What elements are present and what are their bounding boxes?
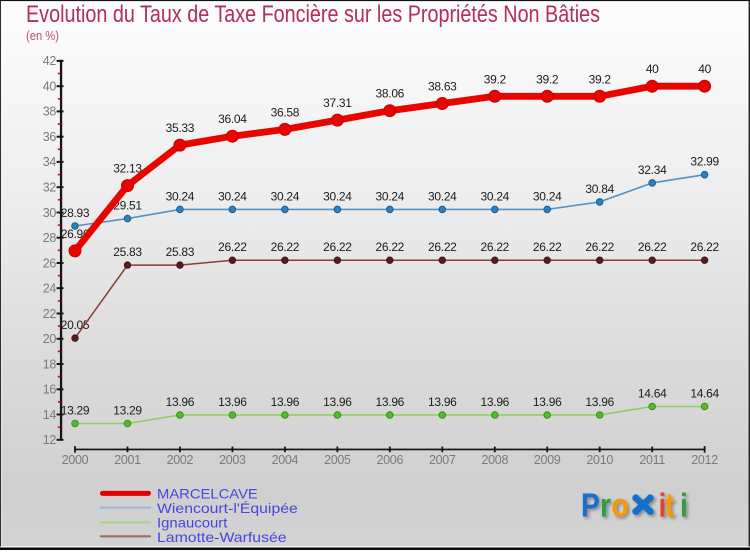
svg-text:36.04: 36.04 [218, 112, 247, 126]
svg-text:40: 40 [646, 62, 659, 76]
svg-text:30.24: 30.24 [271, 189, 300, 203]
svg-text:26.22: 26.22 [533, 240, 562, 254]
svg-text:i: i [680, 487, 688, 524]
svg-text:32: 32 [43, 181, 57, 195]
svg-text:30.24: 30.24 [533, 189, 562, 203]
svg-text:Evolution du Taux de Taxe Fonc: Evolution du Taux de Taxe Foncière sur l… [26, 1, 600, 28]
svg-text:2010: 2010 [586, 453, 613, 467]
svg-text:30.24: 30.24 [218, 189, 247, 203]
svg-text:25.83: 25.83 [166, 245, 195, 259]
svg-text:39.2: 39.2 [484, 72, 507, 86]
svg-text:16: 16 [43, 383, 57, 397]
svg-text:2011: 2011 [639, 453, 665, 467]
svg-text:r: r [600, 487, 611, 524]
svg-text:34: 34 [43, 155, 57, 169]
svg-text:22: 22 [43, 307, 57, 321]
svg-text:P: P [581, 487, 600, 524]
svg-text:14: 14 [43, 408, 57, 422]
svg-text:13.96: 13.96 [271, 395, 300, 409]
svg-text:37.31: 37.31 [323, 96, 352, 110]
svg-text:30.24: 30.24 [323, 189, 352, 203]
svg-text:13.96: 13.96 [376, 395, 405, 409]
svg-text:MARCELCAVE: MARCELCAVE [157, 485, 258, 501]
svg-text:39.2: 39.2 [536, 72, 559, 86]
svg-text:13.96: 13.96 [218, 395, 247, 409]
svg-text:i: i [659, 487, 667, 524]
svg-text:2009: 2009 [534, 453, 561, 467]
svg-text:2001: 2001 [114, 453, 141, 467]
svg-text:30.24: 30.24 [428, 189, 457, 203]
svg-text:18: 18 [43, 357, 57, 371]
svg-text:Ignaucourt: Ignaucourt [157, 515, 228, 531]
svg-text:32.34: 32.34 [638, 163, 667, 177]
svg-text:30.24: 30.24 [376, 189, 405, 203]
svg-text:12: 12 [43, 433, 57, 447]
svg-text:14.64: 14.64 [690, 387, 719, 401]
svg-text:25.83: 25.83 [113, 245, 142, 259]
svg-text:38: 38 [43, 105, 57, 119]
svg-text:2004: 2004 [272, 453, 299, 467]
svg-text:t: t [665, 487, 674, 524]
svg-text:Lamotte-Warfusée: Lamotte-Warfusée [157, 529, 287, 545]
svg-text:2008: 2008 [481, 453, 508, 467]
svg-text:24: 24 [43, 282, 57, 296]
svg-text:36: 36 [43, 130, 57, 144]
svg-text:2002: 2002 [167, 453, 194, 467]
svg-text:30.84: 30.84 [585, 182, 614, 196]
svg-text:26.22: 26.22 [218, 240, 247, 254]
svg-text:26.22: 26.22 [638, 240, 667, 254]
svg-text:38.06: 38.06 [376, 87, 405, 101]
svg-text:2005: 2005 [324, 453, 351, 467]
svg-text:14.64: 14.64 [638, 387, 667, 401]
svg-text:30: 30 [43, 206, 57, 220]
svg-text:2007: 2007 [429, 453, 456, 467]
svg-text:26.22: 26.22 [428, 240, 457, 254]
svg-text:30.24: 30.24 [166, 189, 195, 203]
svg-text:13.96: 13.96 [323, 395, 352, 409]
svg-text:29.51: 29.51 [113, 199, 142, 213]
svg-text:36.58: 36.58 [271, 105, 300, 119]
svg-text:39.2: 39.2 [589, 72, 612, 86]
svg-text:13.96: 13.96 [533, 395, 562, 409]
svg-text:30.24: 30.24 [481, 189, 510, 203]
svg-text:(en %): (en %) [26, 28, 59, 43]
svg-text:28.93: 28.93 [61, 206, 90, 220]
svg-text:13.29: 13.29 [113, 404, 142, 418]
svg-text:26.22: 26.22 [585, 240, 614, 254]
svg-text:40: 40 [698, 62, 711, 76]
svg-text:13.96: 13.96 [481, 395, 510, 409]
svg-text:28: 28 [43, 231, 57, 245]
svg-text:13.96: 13.96 [585, 395, 614, 409]
svg-text:32.99: 32.99 [690, 155, 719, 169]
svg-text:26.22: 26.22 [376, 240, 405, 254]
svg-text:38.63: 38.63 [428, 80, 457, 94]
svg-text:20.05: 20.05 [61, 318, 90, 332]
svg-text:o: o [612, 487, 629, 524]
svg-text:32.13: 32.13 [113, 162, 142, 176]
svg-text:26.22: 26.22 [481, 240, 510, 254]
svg-text:2000: 2000 [62, 453, 89, 467]
svg-text:42: 42 [43, 54, 57, 68]
svg-text:26: 26 [43, 256, 57, 270]
svg-text:2003: 2003 [219, 453, 246, 467]
svg-text:26.22: 26.22 [271, 240, 300, 254]
svg-text:20: 20 [43, 332, 57, 346]
svg-text:13.29: 13.29 [61, 404, 90, 418]
svg-text:13.96: 13.96 [166, 395, 195, 409]
svg-text:Wiencourt-l'Équipée: Wiencourt-l'Équipée [157, 500, 298, 516]
svg-text:26.22: 26.22 [690, 240, 719, 254]
svg-text:26.22: 26.22 [323, 240, 352, 254]
svg-text:40: 40 [43, 80, 57, 94]
svg-text:2006: 2006 [376, 453, 403, 467]
svg-text:2012: 2012 [691, 453, 718, 467]
svg-text:13.96: 13.96 [428, 395, 457, 409]
svg-text:35.33: 35.33 [166, 121, 195, 135]
